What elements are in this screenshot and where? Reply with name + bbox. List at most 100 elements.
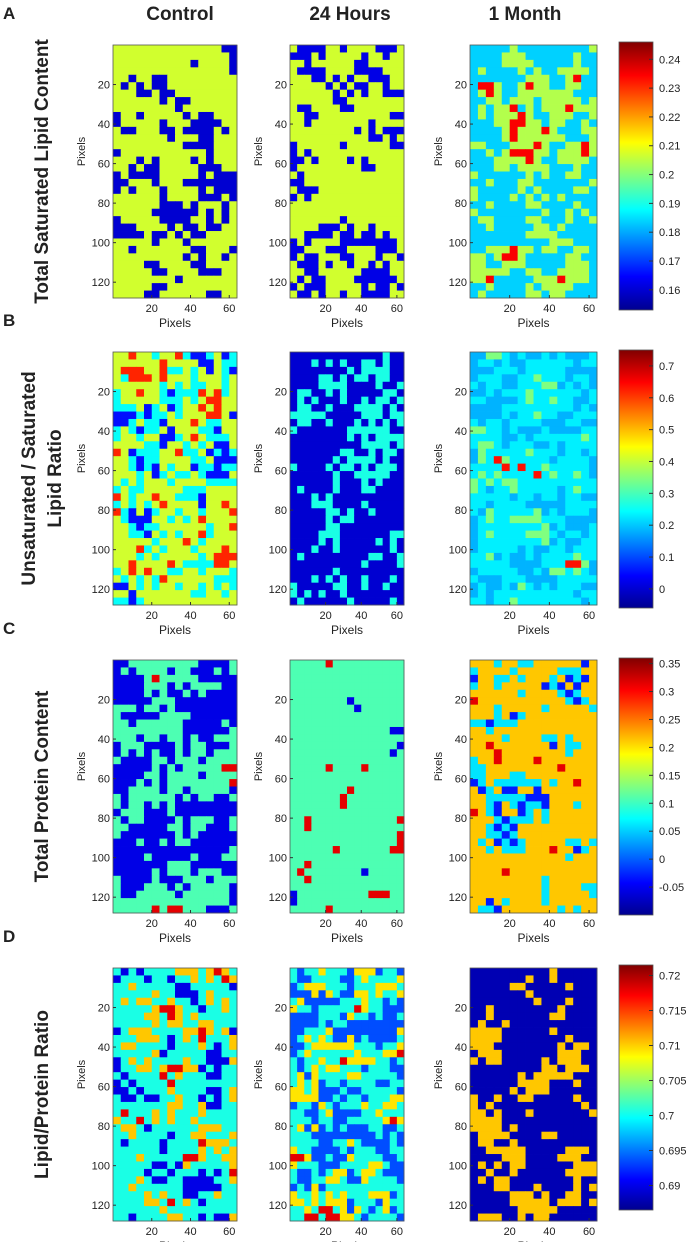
heatmap-cell — [354, 224, 362, 232]
heatmap-cell — [214, 868, 222, 876]
heatmap-cell — [383, 75, 391, 83]
heatmap-cell — [175, 568, 183, 576]
heatmap-cell — [470, 367, 478, 375]
heatmap-cell — [589, 471, 597, 479]
heatmap-cell — [397, 553, 405, 561]
heatmap-cell — [311, 157, 319, 165]
heatmap-cell — [319, 712, 327, 720]
heatmap-cell — [160, 164, 168, 172]
heatmap-cell — [229, 186, 237, 194]
heatmap-cell — [326, 194, 334, 202]
heatmap-cell — [121, 253, 129, 261]
heatmap-cell — [340, 749, 348, 757]
heatmap-cell — [319, 675, 327, 683]
heatmap-cell — [376, 172, 384, 180]
heatmap-cell — [383, 508, 391, 516]
heatmap-cell — [368, 583, 376, 591]
heatmap-cell — [541, 172, 549, 180]
heatmap-cell — [160, 389, 168, 397]
heatmap-cell — [198, 231, 206, 239]
heatmap-cell — [565, 224, 573, 232]
heatmap-cell — [229, 675, 237, 683]
heatmap-cell — [549, 67, 557, 75]
heatmap-cell — [390, 201, 398, 209]
heatmap-cell — [333, 261, 341, 269]
heatmap-cell — [376, 861, 384, 869]
heatmap-cell — [167, 839, 175, 847]
heatmap-cell — [319, 824, 327, 832]
heatmap-cell — [222, 127, 230, 135]
heatmap-cell — [129, 75, 137, 83]
heatmap-cell — [167, 90, 175, 98]
heatmap-cell — [113, 861, 121, 869]
heatmap-cell — [526, 246, 534, 254]
heatmap-cell — [290, 757, 298, 765]
x-tick-label: 20 — [504, 610, 516, 622]
heatmap-cell — [486, 779, 494, 787]
heatmap-cell — [354, 712, 362, 720]
heatmap-cell — [326, 757, 334, 765]
heatmap-cell — [589, 809, 597, 817]
heatmap-cell — [144, 389, 152, 397]
heatmap-cell — [510, 389, 518, 397]
x-tick-label: 60 — [583, 303, 595, 315]
heatmap-cell — [534, 52, 542, 60]
heatmap-cell — [589, 149, 597, 157]
heatmap-cell — [304, 157, 312, 165]
heatmap-cell — [534, 231, 542, 239]
heatmap-cell — [494, 742, 502, 750]
heatmap-cell — [494, 164, 502, 172]
heatmap-cell — [191, 590, 199, 598]
heatmap-cell — [502, 75, 510, 83]
heatmap-cell — [121, 742, 129, 750]
heatmap-cell — [183, 675, 191, 683]
heatmap-cell — [214, 764, 222, 772]
heatmap-cell — [534, 441, 542, 449]
heatmap-cell — [549, 389, 557, 397]
heatmap-cell — [340, 523, 348, 531]
heatmap-cell — [354, 276, 362, 284]
heatmap-cell — [376, 675, 384, 683]
heatmap-cell — [376, 157, 384, 165]
heatmap-cell — [581, 231, 589, 239]
heatmap-cell — [136, 389, 144, 397]
colorbar-tick-label: 0.24 — [659, 54, 680, 66]
heatmap-cell — [383, 493, 391, 501]
heatmap-cell — [383, 486, 391, 494]
heatmap-cell — [304, 779, 312, 787]
heatmap-cell — [581, 434, 589, 442]
heatmap-cell — [557, 97, 565, 105]
heatmap-cell — [160, 404, 168, 412]
heatmap-cell — [557, 134, 565, 142]
heatmap-cell — [113, 419, 121, 427]
heatmap-cell — [361, 816, 369, 824]
heatmap-cell — [383, 712, 391, 720]
heatmap-cell — [534, 434, 542, 442]
heatmap-cell — [486, 479, 494, 487]
heatmap-cell — [347, 397, 355, 405]
heatmap-cell — [311, 75, 319, 83]
heatmap-cell — [136, 471, 144, 479]
heatmap-cell — [470, 164, 478, 172]
heatmap-cell — [383, 449, 391, 457]
heatmap-cell — [340, 757, 348, 765]
heatmap-cell — [470, 538, 478, 546]
heatmap-cell — [290, 667, 298, 675]
heatmap-cell — [589, 516, 597, 524]
heatmap-cell — [319, 883, 327, 891]
heatmap-cell — [581, 134, 589, 142]
heatmap-cell — [557, 479, 565, 487]
heatmap-cell — [311, 757, 319, 765]
heatmap-cell — [183, 734, 191, 742]
heatmap-cell — [290, 389, 298, 397]
heatmap-cell — [304, 590, 312, 598]
heatmap-cell — [304, 471, 312, 479]
heatmap-cell — [510, 545, 518, 553]
heatmap-cell — [354, 216, 362, 224]
heatmap-cell — [589, 508, 597, 516]
heatmap-cell — [297, 209, 305, 217]
heatmap-cell — [390, 90, 398, 98]
heatmap-cell — [368, 67, 376, 75]
heatmap-cell — [486, 553, 494, 561]
column-title: 24 Hours — [309, 4, 390, 25]
